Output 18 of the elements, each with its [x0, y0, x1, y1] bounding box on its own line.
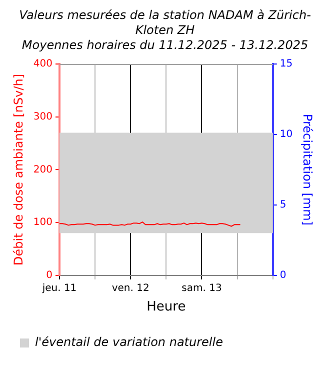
x-tick-label: ven. 12: [112, 282, 150, 294]
chart-subtitle: Moyennes horaires du 11.12.2025 - 13.12.2025: [20, 38, 310, 53]
y-tick-label: 100: [33, 217, 52, 228]
y2-tick-label: 10: [280, 129, 293, 140]
y2-tick-label: 15: [280, 58, 293, 70]
y2-axis-title: Précipitation [mm]: [300, 114, 315, 226]
x-axis-title: Heure: [146, 300, 186, 315]
y2-tick-label: 5: [280, 200, 286, 211]
legend-label: l'éventail de variation naturelle: [35, 335, 223, 350]
y-tick-label: 200: [33, 164, 52, 176]
y2-tick-label: 0: [280, 270, 286, 281]
chart-title: Valeurs mesurées de la station NADAM à Zürich-Kloten ZH: [18, 8, 312, 38]
x-tick-label: jeu. 11: [41, 282, 77, 294]
y-tick-label: 400: [33, 58, 52, 70]
y-axis-title: Débit de dose ambiante [nSv/h]: [11, 74, 26, 266]
x-tick-label: sam. 13: [182, 282, 222, 294]
y-tick-label: 300: [33, 111, 52, 122]
y-tick-label: 0: [46, 270, 52, 281]
